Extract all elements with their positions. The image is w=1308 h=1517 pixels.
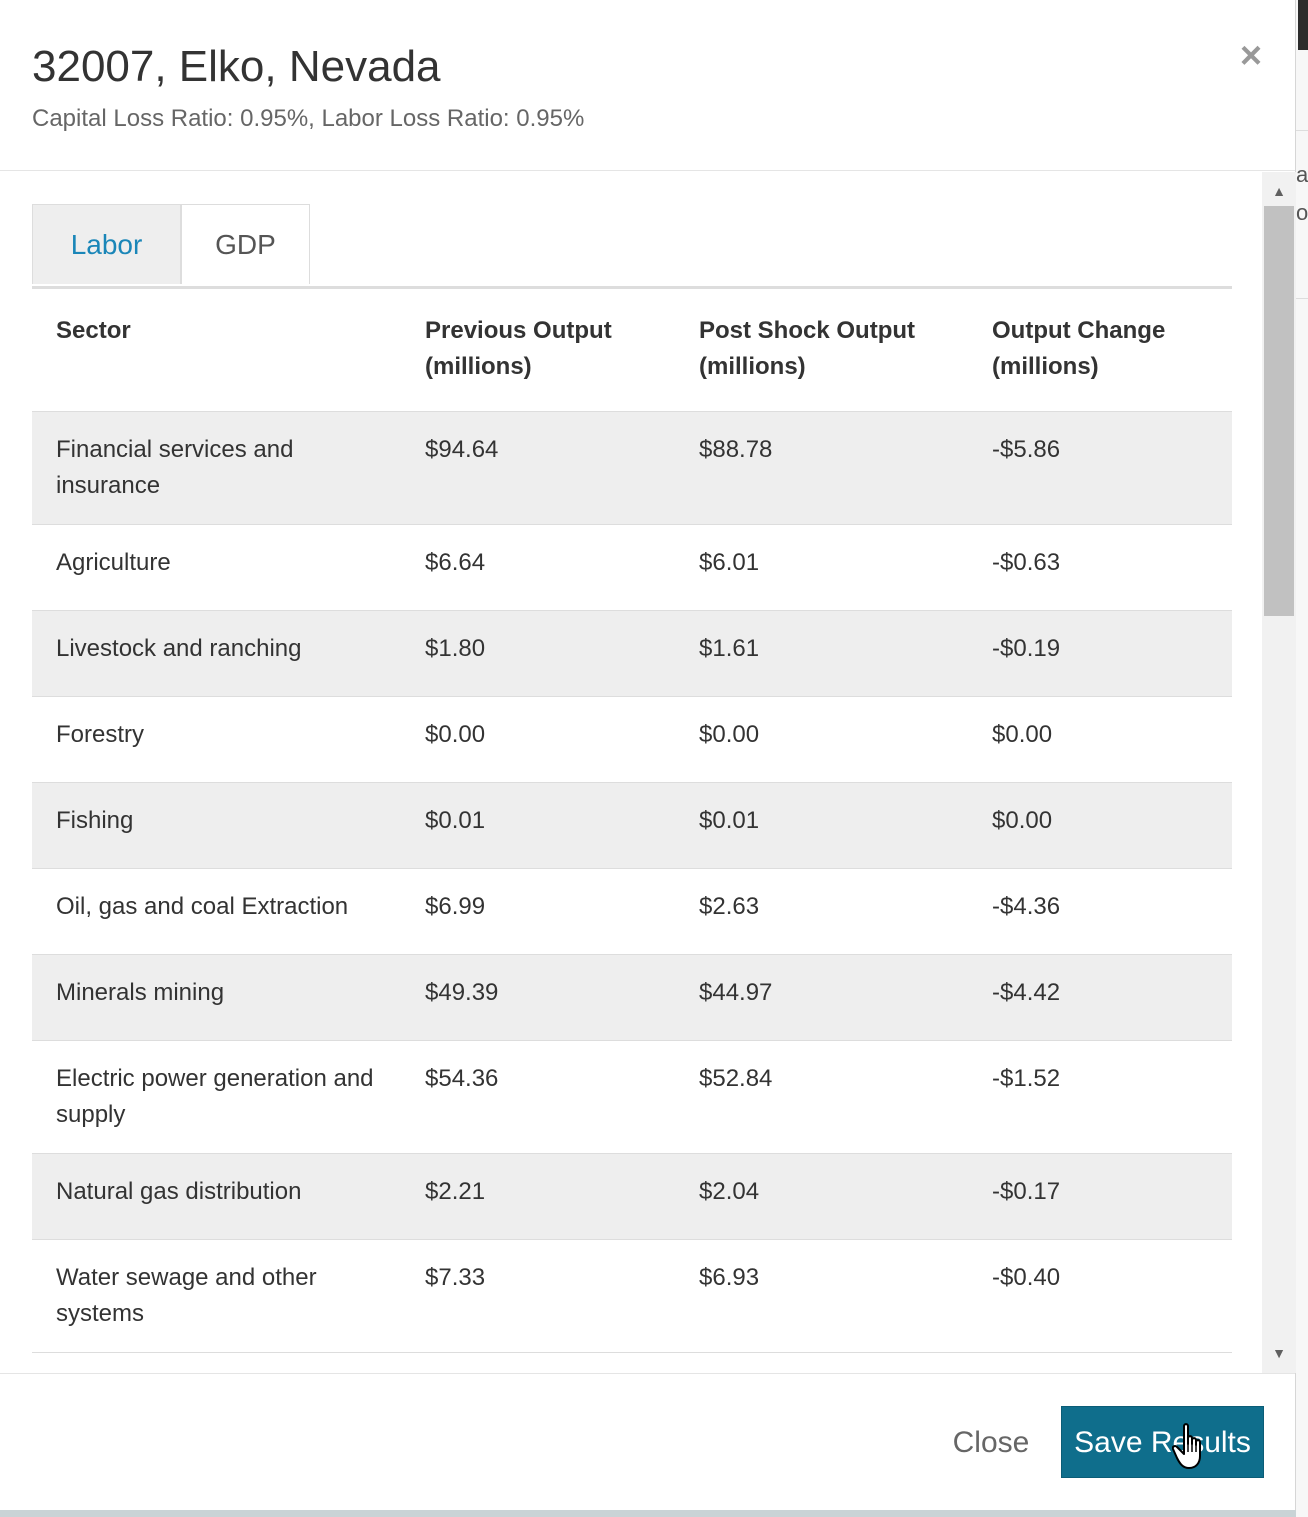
close-button[interactable]: Close xyxy=(936,1406,1046,1478)
cell-output-change: $0.00 xyxy=(992,807,1053,834)
cell-output-change: -$5.86 xyxy=(992,436,1061,463)
column-header-sector: Sector xyxy=(56,317,131,344)
table-row: Electric power generation and supply $54… xyxy=(32,1041,1232,1154)
tab-bar: Labor GDP xyxy=(32,204,1232,289)
cell-output-change: -$0.40 xyxy=(992,1264,1061,1291)
table-row: Financial services and insurance $94.64 … xyxy=(32,411,1232,525)
cell-output-change: $0.00 xyxy=(992,721,1053,748)
cell-sector: Forestry xyxy=(56,721,145,748)
background-dark-bar xyxy=(1298,0,1308,50)
cell-post-shock-output: $52.84 xyxy=(699,1065,773,1092)
cell-post-shock-output: $44.97 xyxy=(699,979,773,1006)
cell-sector: Livestock and ranching xyxy=(56,635,302,662)
table-row: Agriculture $6.64 $6.01 -$0.63 xyxy=(32,525,1232,611)
cell-sector: Water sewage and other systems xyxy=(56,1264,317,1327)
cell-post-shock-output: $2.04 xyxy=(699,1178,760,1205)
cell-previous-output: $0.01 xyxy=(425,807,486,834)
cell-output-change: -$4.42 xyxy=(992,979,1061,1006)
scroll-down-arrow-icon[interactable]: ▼ xyxy=(1272,1345,1286,1361)
cell-previous-output: $0.00 xyxy=(425,721,486,748)
cell-sector: Electric power generation and supply xyxy=(56,1065,374,1128)
cell-sector: Fishing xyxy=(56,807,134,834)
cell-post-shock-output: $6.93 xyxy=(699,1264,760,1291)
table-header-row: Sector Previous Output (millions) Post S… xyxy=(32,289,1232,412)
cell-post-shock-output: $0.01 xyxy=(699,807,760,834)
modal-header: 32007, Elko, Nevada Capital Loss Ratio: … xyxy=(0,0,1295,171)
table-row: Natural gas distribution $2.21 $2.04 -$0… xyxy=(32,1153,1232,1240)
cell-post-shock-output: $2.63 xyxy=(699,893,760,920)
cell-post-shock-output: $1.61 xyxy=(699,635,760,662)
modal-subtitle: Capital Loss Ratio: 0.95%, Labor Loss Ra… xyxy=(32,105,585,132)
close-icon[interactable]: × xyxy=(1239,35,1263,77)
cell-previous-output: $49.39 xyxy=(425,979,499,1006)
cell-sector: Oil, gas and coal Extraction xyxy=(56,893,349,920)
column-header-post-shock-output: Post Shock Output (millions) xyxy=(699,317,915,380)
vertical-scrollbar[interactable]: ▲ ▼ xyxy=(1262,172,1296,1373)
results-table: Sector Previous Output (millions) Post S… xyxy=(32,289,1232,1353)
cell-post-shock-output: $0.00 xyxy=(699,721,760,748)
background-page-edge: a o xyxy=(1296,0,1308,1517)
table-row: Fishing $0.01 $0.01 $0.00 xyxy=(32,782,1232,869)
cell-previous-output: $7.33 xyxy=(425,1264,486,1291)
table-row: Water sewage and other systems $7.33 $6.… xyxy=(32,1240,1232,1353)
modal-title: 32007, Elko, Nevada xyxy=(32,42,441,91)
cell-previous-output: $1.80 xyxy=(425,635,486,662)
cell-sector: Financial services and insurance xyxy=(56,436,294,499)
cell-output-change: -$0.63 xyxy=(992,549,1061,576)
cell-previous-output: $6.99 xyxy=(425,893,486,920)
table-row: Oil, gas and coal Extraction $6.99 $2.63… xyxy=(32,869,1232,955)
modal-footer: Close Save Results xyxy=(0,1373,1295,1510)
background-map-strip xyxy=(0,1510,1296,1517)
cell-post-shock-output: $88.78 xyxy=(699,436,773,463)
cell-sector: Natural gas distribution xyxy=(56,1178,302,1205)
cell-previous-output: $6.64 xyxy=(425,549,486,576)
cell-previous-output: $2.21 xyxy=(425,1178,486,1205)
cell-post-shock-output: $6.01 xyxy=(699,549,760,576)
column-header-output-change: Output Change (millions) xyxy=(992,317,1166,380)
cell-sector: Minerals mining xyxy=(56,979,225,1006)
scroll-up-arrow-icon[interactable]: ▲ xyxy=(1272,183,1286,199)
cell-output-change: -$0.17 xyxy=(992,1178,1061,1205)
table-row: Minerals mining $49.39 $44.97 -$4.42 xyxy=(32,954,1232,1041)
cell-previous-output: $54.36 xyxy=(425,1065,499,1092)
background-peek-text-2: o xyxy=(1296,200,1308,225)
cell-sector: Agriculture xyxy=(56,549,171,576)
table-row: Forestry $0.00 $0.00 $0.00 xyxy=(32,697,1232,783)
cell-output-change: -$0.19 xyxy=(992,635,1061,662)
cell-previous-output: $94.64 xyxy=(425,436,499,463)
scrollbar-thumb[interactable] xyxy=(1264,206,1294,616)
background-peek-text-1: a xyxy=(1296,162,1308,187)
tab-labor[interactable]: Labor xyxy=(32,204,181,284)
tab-gdp[interactable]: GDP xyxy=(181,204,310,284)
save-results-button[interactable]: Save Results xyxy=(1061,1406,1264,1478)
cell-output-change: -$4.36 xyxy=(992,893,1061,920)
cell-output-change: -$1.52 xyxy=(992,1065,1061,1092)
hand-pointer-cursor-icon xyxy=(1172,1423,1201,1469)
column-header-previous-output: Previous Output (millions) xyxy=(425,317,612,380)
modal-body: Labor GDP Sector Previous Output (millio… xyxy=(0,172,1295,1373)
table-row: Livestock and ranching $1.80 $1.61 -$0.1… xyxy=(32,610,1232,697)
